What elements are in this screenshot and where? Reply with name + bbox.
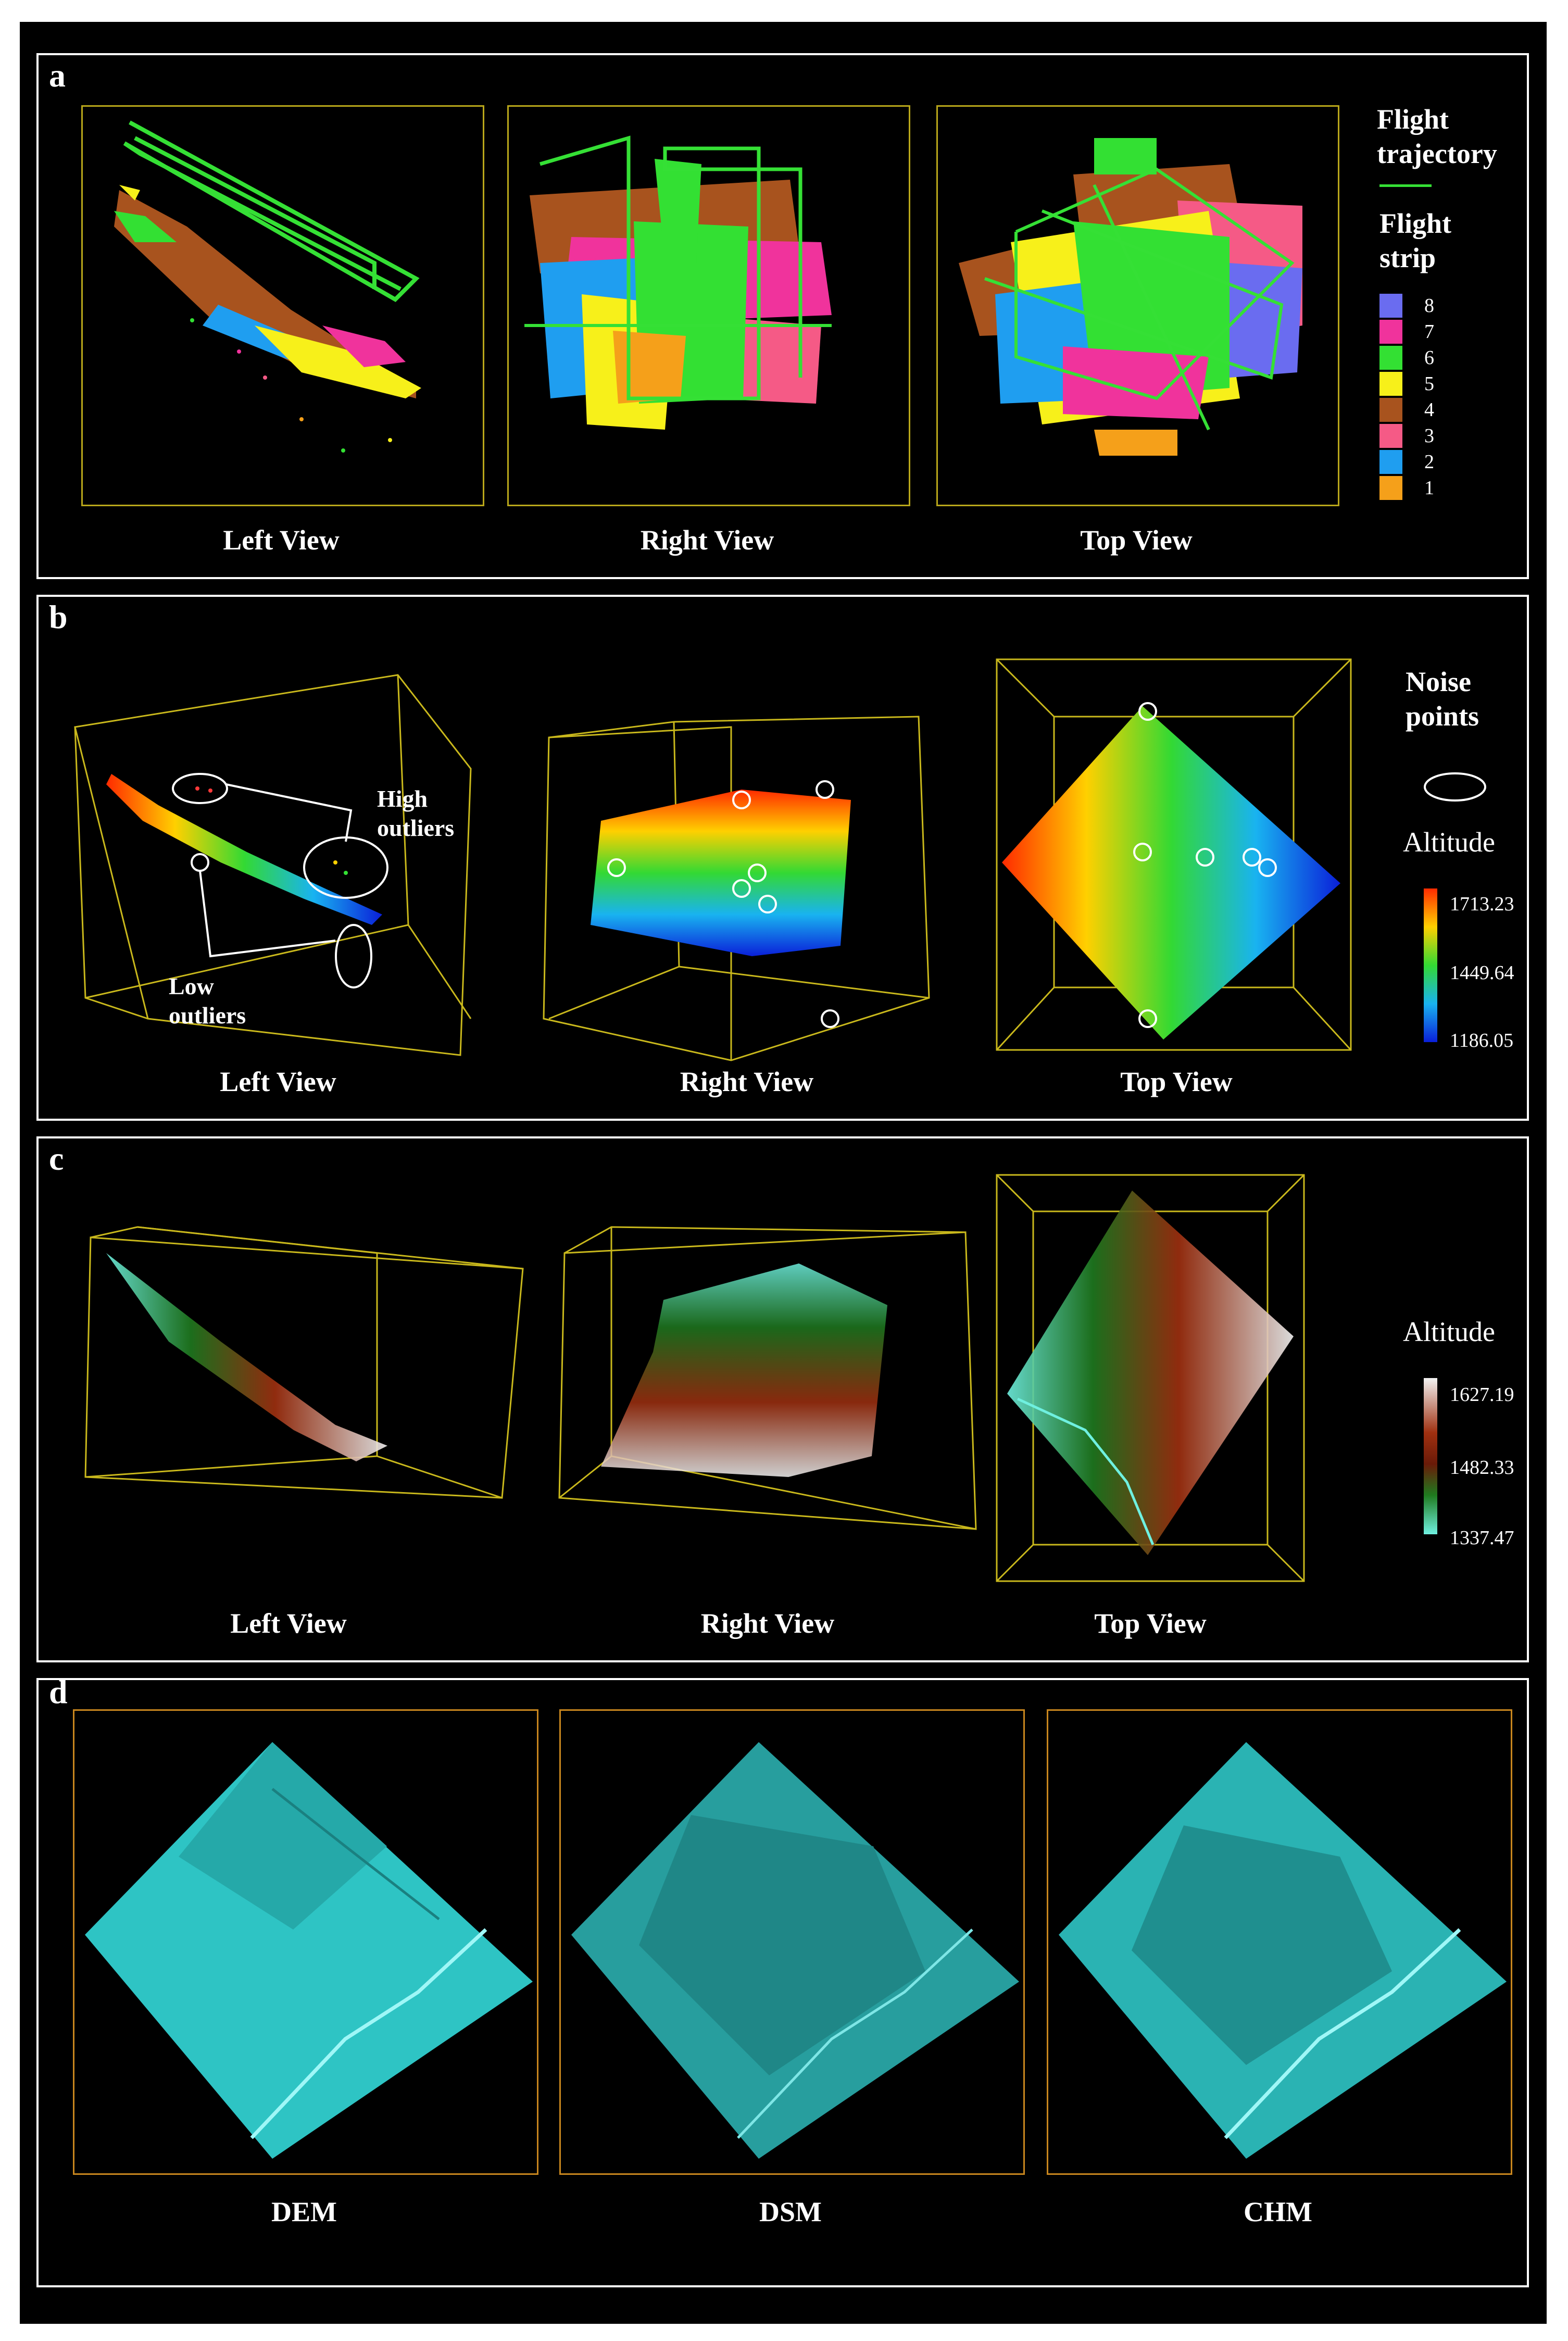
- panel-a-label: a: [49, 57, 66, 94]
- strip-legend-item: 8: [1379, 294, 1484, 318]
- panel-c-right-caption: Right View: [700, 1608, 835, 1639]
- strip-color-swatch: [1379, 398, 1402, 422]
- panel-a-top-caption: Top View: [1080, 524, 1193, 556]
- dem-view: [73, 1709, 538, 2175]
- strip-legend-item: 4: [1379, 398, 1484, 422]
- panel-c-tick-max: 1627.19: [1450, 1384, 1514, 1406]
- strip-legend-item: 2: [1379, 450, 1484, 474]
- panel-b-left-view: High outliers Low outliers: [65, 654, 492, 1056]
- strip-number-label: 5: [1424, 373, 1434, 395]
- dsm-caption: DSM: [759, 2196, 822, 2227]
- dem-render: [85, 1742, 533, 2159]
- dsm-view: [559, 1709, 1025, 2175]
- filtered-right-render: [558, 1226, 977, 1530]
- panel-c-left-caption: Left View: [230, 1608, 347, 1639]
- strip-legend-item: 7: [1379, 320, 1484, 344]
- panel-a-top-view: [936, 105, 1339, 506]
- panel-c-top-caption: Top View: [1094, 1608, 1207, 1639]
- chm-view: [1047, 1709, 1512, 2175]
- panel-c-colorbar: [1424, 1378, 1437, 1534]
- flight-strips-top-render: [959, 138, 1302, 456]
- flight-trajectory-swatch: [1379, 184, 1432, 187]
- strip-color-swatch: [1379, 320, 1402, 344]
- strip-number-label: 3: [1424, 425, 1434, 447]
- panel-c-altitude-title: Altitude: [1403, 1316, 1495, 1347]
- panel-a-right-caption: Right View: [640, 524, 774, 556]
- panel-b-altitude-title: Altitude: [1403, 827, 1495, 858]
- panel-b-right-view: [533, 654, 960, 1061]
- noise-points-title: Noise points: [1406, 666, 1479, 732]
- strip-number-label: 1: [1424, 477, 1434, 499]
- high-outliers-label: High outliers: [377, 785, 455, 841]
- noise-left-render: [74, 674, 472, 1056]
- panel-c-tick-min: 1337.47: [1450, 1527, 1514, 1549]
- panel-c-right-view: [549, 1196, 986, 1571]
- panel-b-top-view: [992, 654, 1361, 1055]
- strip-legend-item: 1: [1379, 476, 1484, 500]
- filtered-top-render: [996, 1174, 1305, 1582]
- noise-right-render: [543, 716, 930, 1061]
- panel-b-tick-min: 1186.05: [1450, 1030, 1514, 1051]
- panel-b: b: [36, 595, 1529, 1121]
- strip-color-swatch: [1379, 424, 1402, 448]
- panel-a: a Left View: [36, 53, 1529, 579]
- flight-strip-legend: 8 7 6 5 4 3 2 1: [1379, 294, 1484, 502]
- strip-color-swatch: [1379, 372, 1402, 396]
- panel-b-left-caption: Left View: [220, 1066, 336, 1097]
- noise-top-render: [996, 658, 1352, 1051]
- strip-number-label: 8: [1424, 295, 1434, 317]
- panel-d-label: d: [49, 1673, 68, 1710]
- panel-b-colorbar: [1424, 888, 1437, 1042]
- filtered-left-render: [84, 1226, 524, 1499]
- chm-render: [1059, 1742, 1507, 2159]
- panel-c-tick-mid: 1482.33: [1450, 1457, 1514, 1479]
- dsm-render: [571, 1742, 1019, 2159]
- low-outliers-label: Low outliers: [169, 973, 246, 1029]
- strip-color-swatch: [1379, 450, 1402, 474]
- panel-a-right-view: [507, 105, 910, 506]
- strip-number-label: 7: [1424, 321, 1434, 343]
- strip-legend-item: 3: [1379, 424, 1484, 448]
- panel-c: c Left View: [36, 1136, 1529, 1662]
- panel-b-tick-max: 1713.23: [1450, 893, 1514, 915]
- panel-a-left-view: [81, 105, 484, 506]
- panel-b-right-caption: Right View: [680, 1066, 814, 1097]
- flight-strip-title: Flight strip: [1379, 208, 1452, 273]
- panel-c-top-view: [992, 1170, 1309, 1586]
- flight-strips-right-render: [524, 135, 832, 430]
- panel-b-label: b: [49, 598, 68, 635]
- strip-color-swatch: [1379, 476, 1402, 500]
- panel-d: d DEM DSM CHM: [36, 1673, 1529, 2287]
- flight-strips-left-render: [114, 120, 421, 453]
- strip-legend-item: 6: [1379, 346, 1484, 370]
- panel-a-left-caption: Left View: [223, 524, 340, 556]
- figure-canvas: a Left View: [20, 22, 1547, 2324]
- strip-number-label: 6: [1424, 347, 1434, 369]
- panel-b-tick-mid: 1449.64: [1450, 962, 1514, 984]
- dem-caption: DEM: [271, 2196, 337, 2227]
- noise-ellipse-icon: [1424, 772, 1486, 802]
- panel-c-left-view: [65, 1196, 524, 1571]
- strip-color-swatch: [1379, 294, 1402, 318]
- strip-color-swatch: [1379, 346, 1402, 370]
- strip-legend-item: 5: [1379, 372, 1484, 396]
- panel-c-label: c: [49, 1140, 64, 1177]
- strip-number-label: 2: [1424, 451, 1434, 473]
- flight-trajectory-title: Flight trajectory: [1377, 104, 1497, 169]
- panel-b-top-caption: Top View: [1120, 1066, 1233, 1097]
- chm-caption: CHM: [1244, 2196, 1312, 2227]
- strip-number-label: 4: [1424, 399, 1434, 421]
